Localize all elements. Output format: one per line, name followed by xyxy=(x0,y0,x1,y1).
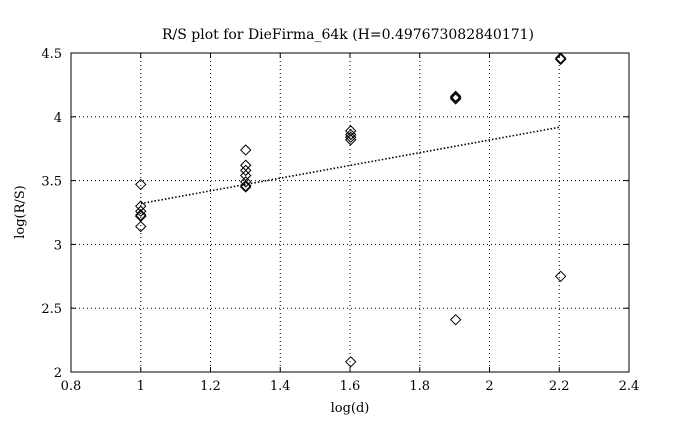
data-point-diamond xyxy=(449,91,462,104)
data-point-diamond xyxy=(135,178,147,191)
y-tick-label: 3.5 xyxy=(41,175,62,190)
x-tick-label: 1.4 xyxy=(270,379,291,394)
x-tick-label: 1.6 xyxy=(340,379,361,394)
y-tick-label: 4 xyxy=(54,111,62,126)
x-tick-label: 2.4 xyxy=(619,379,640,394)
x-tick-label: 1 xyxy=(137,379,145,394)
data-point-diamond xyxy=(344,134,357,146)
data-point-diamond xyxy=(554,53,567,66)
data-point-diamond xyxy=(449,313,462,326)
data-point-diamond xyxy=(135,209,147,221)
data-point-diamond xyxy=(240,176,252,188)
data-point-diamond xyxy=(135,220,147,233)
x-tick-label: 0.8 xyxy=(61,379,82,394)
y-axis-ticks: 2 2.5 3 3.5 4 4.5 xyxy=(41,47,629,381)
data-point-diamond xyxy=(344,356,357,368)
data-point-diamond xyxy=(554,52,567,64)
y-tick-label: 2 xyxy=(54,366,62,381)
y-axis-label: log(R/S) xyxy=(13,185,28,239)
x-axis-label: log(d) xyxy=(331,401,370,416)
data-point-diamond xyxy=(554,270,567,283)
x-tick-label: 1.2 xyxy=(200,379,221,394)
data-point-diamond xyxy=(240,144,252,156)
fit-line xyxy=(140,126,561,205)
data-point-diamond xyxy=(449,93,462,105)
data-point-diamond xyxy=(240,181,252,193)
data-point-diamond xyxy=(135,205,147,217)
data-point-diamond xyxy=(240,179,252,192)
y-tick-label: 3 xyxy=(54,238,62,253)
data-point-diamond xyxy=(240,164,252,177)
grid-lines xyxy=(71,53,629,372)
data-point-diamond xyxy=(449,90,462,103)
x-tick-label: 1.8 xyxy=(409,379,430,394)
chart-title: R/S plot for DieFirma_64k (H=0.497673082… xyxy=(162,27,534,43)
y-tick-label: 2.5 xyxy=(41,302,62,317)
x-tick-label: 2.2 xyxy=(549,379,570,394)
data-point-diamond xyxy=(344,131,357,143)
data-point-diamond xyxy=(344,125,357,137)
data-point-diamond xyxy=(344,128,357,141)
x-axis-ticks: 0.8 1 1.2 1.4 1.6 1.8 2 2.2 2.4 xyxy=(61,53,640,394)
y-tick-label: 4.5 xyxy=(41,47,62,62)
x-tick-label: 2 xyxy=(485,379,493,394)
data-points xyxy=(135,52,567,368)
